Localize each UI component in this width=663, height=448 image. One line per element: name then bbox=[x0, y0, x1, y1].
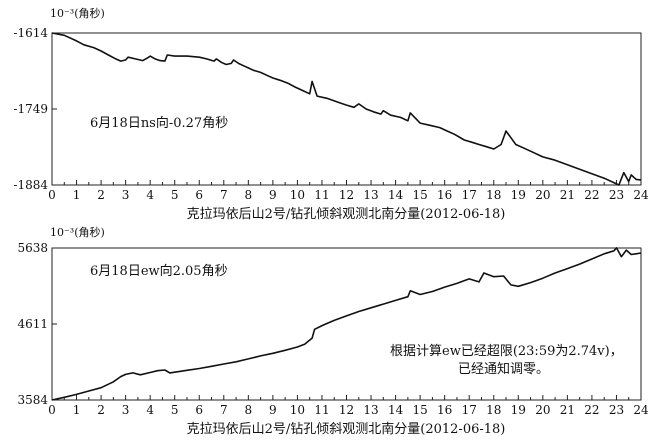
ns-x-tick-label: 17 bbox=[462, 188, 477, 202]
ns-x-tick-label: 10 bbox=[290, 188, 305, 202]
ew-annotation: 6月18日ew向2.05角秒 bbox=[90, 263, 228, 279]
ew-x-tick-label: 14 bbox=[388, 403, 404, 417]
ns-x-tick-label: 3 bbox=[122, 188, 130, 202]
ew-x-axis: 0 1 2 3 4 5 6 7 8 9 10 11 12 13 14 15 16 17 18 19 20 21 22 23 24 bbox=[48, 395, 649, 417]
ew-x-tick-label: 1 bbox=[73, 403, 81, 417]
ns-x-tick-label: 23 bbox=[609, 188, 624, 202]
ew-x-tick-label: 2 bbox=[97, 403, 105, 417]
ew-x-tick-label: 8 bbox=[245, 403, 253, 417]
ns-annotation: 6月18日ns向-0.27角秒 bbox=[90, 115, 228, 131]
ew-x-tick-label: 16 bbox=[437, 403, 452, 417]
ew-series-line bbox=[51, 247, 642, 401]
ew-x-tick-label: 11 bbox=[314, 403, 329, 417]
ew-x-tick-label: 23 bbox=[609, 403, 624, 417]
ns-x-tick-label: 2 bbox=[97, 188, 105, 202]
ew-x-tick-label: 10 bbox=[290, 403, 305, 417]
ns-x-tick-label: 5 bbox=[171, 188, 179, 202]
ns-x-tick-label: 0 bbox=[48, 188, 56, 202]
ns-x-tick-label: 6 bbox=[195, 188, 203, 202]
ns-x-tick-label: 11 bbox=[314, 188, 329, 202]
ns-x-tick-label: 20 bbox=[535, 188, 550, 202]
ns-x-tick-label: 14 bbox=[388, 188, 404, 202]
ew-x-tick-label: 9 bbox=[269, 403, 277, 417]
ew-x-tick-label: 19 bbox=[511, 403, 526, 417]
ew-x-tick-label: 4 bbox=[146, 403, 154, 417]
ns-x-tick-label: 8 bbox=[245, 188, 253, 202]
ns-x-tick-label: 19 bbox=[511, 188, 526, 202]
ns-y-tick-label: -1749 bbox=[13, 102, 48, 116]
ns-x-tick-label: 13 bbox=[363, 188, 378, 202]
ew-y-tick-label: 4611 bbox=[17, 317, 48, 331]
ns-x-tick-label: 21 bbox=[560, 188, 575, 202]
ns-unit-label: 10⁻³(角秒) bbox=[50, 6, 105, 20]
ns-x-tick-label: 24 bbox=[633, 188, 649, 202]
ew-x-tick-label: 5 bbox=[171, 403, 179, 417]
ns-series-line bbox=[51, 32, 642, 186]
ew-y-axis: 5638 4611 3584 bbox=[17, 241, 57, 407]
ew-x-tick-label: 22 bbox=[584, 403, 599, 417]
ns-y-axis: -1614 -1749 -1884 bbox=[13, 26, 57, 192]
ew-unit-label: 10⁻³(角秒) bbox=[50, 225, 105, 239]
ew-x-tick-label: 3 bbox=[122, 403, 130, 417]
ns-panel: 10⁻³(角秒) -1614-1749-1884 0 1 2 3 4 5 6 7 8 9 10 11 1… bbox=[13, 6, 649, 222]
ew-x-tick-label: 0 bbox=[48, 403, 56, 417]
ns-y-tick-label: -1614 bbox=[13, 26, 48, 40]
ew-x-tick-label: 17 bbox=[462, 403, 477, 417]
ew-x-tick-label: 24 bbox=[633, 403, 649, 417]
ew-x-tick-label: 21 bbox=[560, 403, 575, 417]
ns-x-tick-label: 12 bbox=[339, 188, 354, 202]
ew-note-line2: 已经通知调零。 bbox=[458, 361, 549, 377]
ew-x-tick-label: 18 bbox=[486, 403, 501, 417]
ew-x-axis-title: 克拉玛依后山2号/钻孔倾斜观测北南分量(2012-06-18) bbox=[187, 421, 506, 437]
ns-x-tick-label: 9 bbox=[269, 188, 277, 202]
ew-x-tick-label: 12 bbox=[339, 403, 354, 417]
ns-x-tick-label: 15 bbox=[412, 188, 427, 202]
ns-x-tick-label: 16 bbox=[437, 188, 452, 202]
ns-x-tick-label: 1 bbox=[73, 188, 81, 202]
ew-x-tick-label: 13 bbox=[363, 403, 378, 417]
ew-x-tick-label: 7 bbox=[220, 403, 228, 417]
ew-y-tick-label: 5638 bbox=[17, 241, 48, 255]
ns-x-tick-label: 18 bbox=[486, 188, 501, 202]
ew-note-line1: 根据计算ew已经超限(23:59为2.74v)， bbox=[390, 344, 623, 359]
ew-x-tick-label: 15 bbox=[412, 403, 427, 417]
ns-x-tick-label: 7 bbox=[220, 188, 228, 202]
ew-x-tick-label: 20 bbox=[535, 403, 550, 417]
ns-plot-frame bbox=[51, 32, 642, 186]
ns-x-tick-label: 4 bbox=[146, 188, 154, 202]
ns-x-axis: 0 1 2 3 4 5 6 7 8 9 10 11 12 13 14 15 16 17 18 19 20 21 22 23 24 bbox=[48, 180, 649, 202]
ns-y-tick-label: -1884 bbox=[13, 178, 48, 192]
ew-y-tick-label: 3584 bbox=[17, 393, 48, 407]
ns-x-axis-title: 克拉玛依后山2号/钻孔倾斜观测北南分量(2012-06-18) bbox=[187, 206, 506, 222]
ew-x-tick-label: 6 bbox=[195, 403, 203, 417]
ns-x-tick-label: 22 bbox=[584, 188, 599, 202]
